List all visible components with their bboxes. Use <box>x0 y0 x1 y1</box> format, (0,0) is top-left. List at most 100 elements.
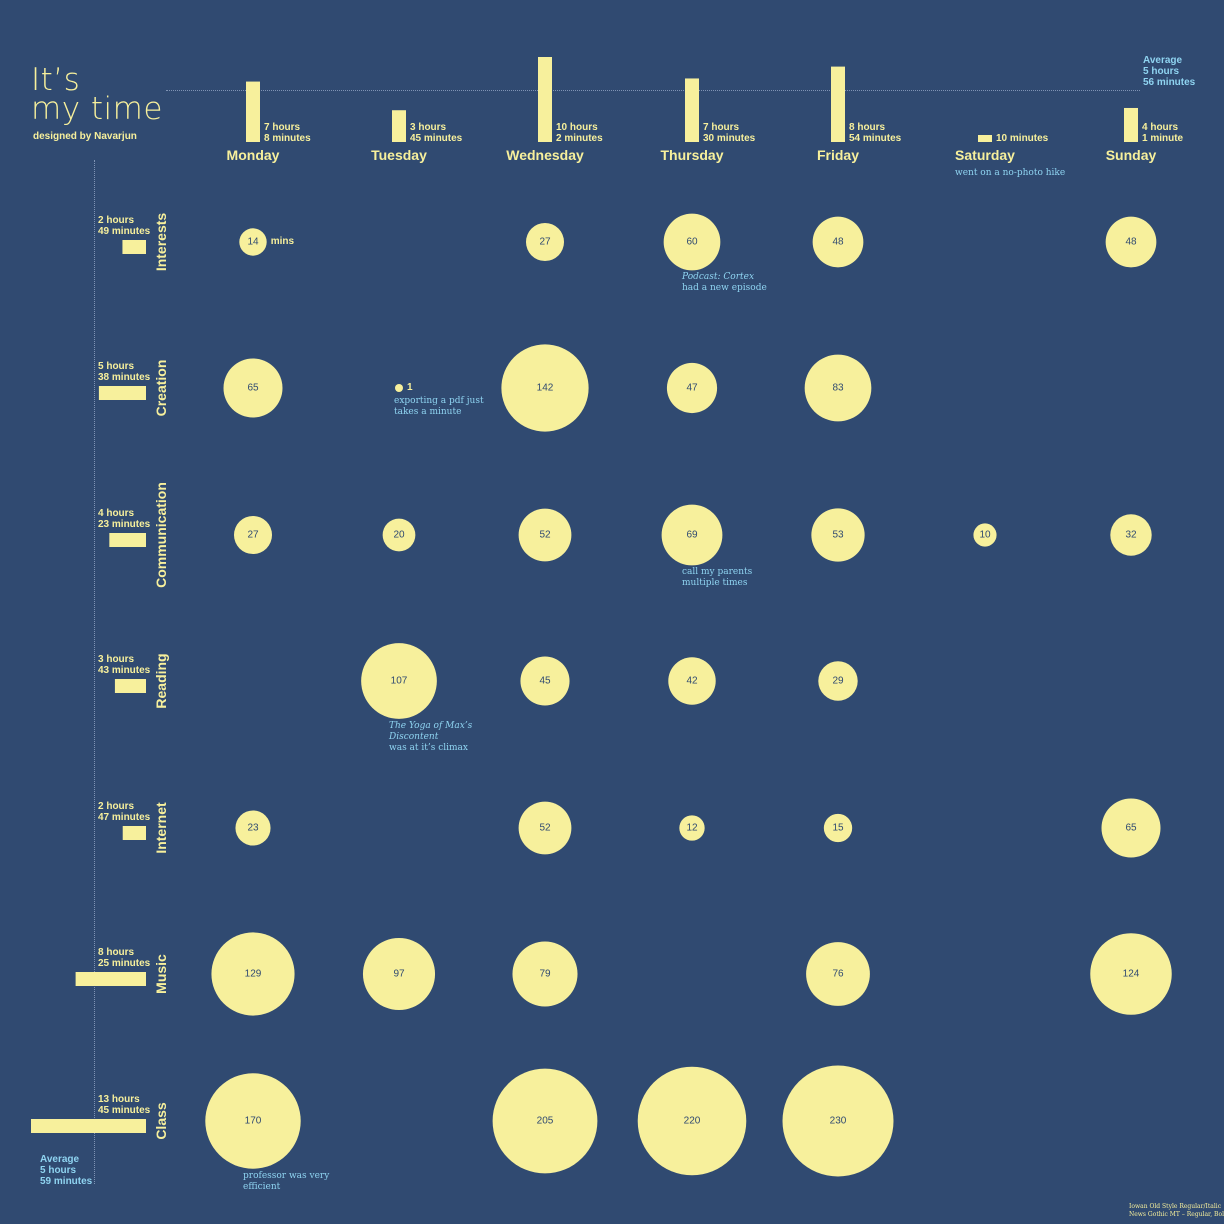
annotation-italic: Podcast: Cortex <box>682 272 755 283</box>
day-bar-thursday <box>685 78 699 142</box>
bubble-value: 76 <box>832 968 844 980</box>
day-total-hours: 4 hours <box>1142 122 1179 133</box>
category-total-minutes: 49 minutes <box>98 226 151 237</box>
bubble-value: 205 <box>536 1115 554 1127</box>
bubble-value: 32 <box>1125 529 1137 541</box>
bubble-value: 1 <box>407 382 413 393</box>
category-total-hours: 3 hours <box>98 654 135 665</box>
category-total-hours: 2 hours <box>98 801 135 812</box>
bubble-communication-tuesday <box>382 518 416 552</box>
category-label-communication: Communication <box>153 482 169 588</box>
category-total-minutes: 38 minutes <box>98 372 151 383</box>
bubble-value: 10 <box>979 529 991 541</box>
bubble-creation-wednesday <box>501 344 589 432</box>
font-credit-line-1: Iowan Old Style Regular/Italic <box>1129 1203 1222 1210</box>
bubble-creation-tuesday <box>395 384 403 392</box>
bubble-value: 129 <box>244 968 262 980</box>
bubble-value: 83 <box>832 382 844 394</box>
day-label-wednesday: Wednesday <box>506 147 584 163</box>
bubble-value: 230 <box>829 1115 847 1127</box>
day-total-hours: 10 hours <box>556 122 598 133</box>
bubble-value: 220 <box>683 1115 701 1127</box>
bubble-reading-thursday <box>668 657 716 705</box>
day-bar-sunday <box>1124 107 1138 142</box>
title-line-2: my time <box>31 91 163 127</box>
day-bar-saturday <box>978 135 992 142</box>
day-total-hours: 8 hours <box>849 122 886 133</box>
bubble-value: 12 <box>686 822 698 834</box>
annotation-text: was at it’s climax <box>389 742 469 753</box>
bubble-internet-friday <box>823 813 853 843</box>
bubble-music-friday <box>806 942 870 1006</box>
bubble-reading-wednesday <box>520 656 570 706</box>
day-label-sunday: Sunday <box>1105 147 1157 163</box>
bubble-value: 47 <box>686 382 698 394</box>
category-total-hours: 2 hours <box>98 215 135 226</box>
day-average-line <box>166 90 1140 91</box>
day-label-tuesday: Tuesday <box>371 147 427 163</box>
category-total-hours: 13 hours <box>98 1094 140 1105</box>
category-label-interests: Interests <box>153 212 169 272</box>
bubble-value: 42 <box>686 675 698 687</box>
category-bar-communication <box>109 533 146 547</box>
category-label-music: Music <box>153 954 169 994</box>
bubble-music-monday <box>211 932 295 1016</box>
bubble-music-sunday <box>1090 933 1172 1015</box>
bubble-internet-wednesday <box>518 801 572 855</box>
category-label-class: Class <box>153 1102 169 1140</box>
annotation-note: exporting a pdf just takes a minute <box>394 396 486 418</box>
day-total-hours: 3 hours <box>410 122 447 133</box>
category-total-minutes: 23 minutes <box>98 519 151 530</box>
category-total-minutes: 47 minutes <box>98 812 151 823</box>
bubble-value: 170 <box>244 1115 262 1127</box>
category-bar-internet <box>122 826 146 840</box>
category-bar-reading <box>114 679 146 693</box>
bubble-communication-monday <box>233 515 273 555</box>
day-total-minutes: 30 minutes <box>703 133 756 144</box>
bubble-internet-monday <box>235 810 271 846</box>
annotation-note: professor was very efficient <box>243 1171 335 1193</box>
bubble-music-tuesday <box>362 937 436 1011</box>
day-average-hours: 5 hours <box>1143 66 1180 77</box>
category-bar-creation <box>98 386 146 400</box>
bubble-value: 142 <box>536 382 554 394</box>
category-bar-interests <box>122 240 146 254</box>
day-label-saturday: Saturday <box>955 147 1015 163</box>
bubble-music-wednesday <box>512 941 578 1007</box>
bubble-value: 48 <box>1125 236 1137 248</box>
bubble-communication-sunday <box>1110 514 1152 556</box>
day-total-hours: 7 hours <box>264 122 301 133</box>
category-average-hours: 5 hours <box>40 1165 77 1176</box>
bubble-value: 14 <box>247 236 259 248</box>
category-label-creation: Creation <box>153 359 169 417</box>
bubble-class-wednesday <box>492 1068 598 1174</box>
annotation-text: went on a no-photo hike <box>955 168 1066 178</box>
annotation-note: call my parents multiple times <box>682 567 774 589</box>
bubble-interests-monday <box>239 228 267 256</box>
bubble-value: 124 <box>1122 968 1140 980</box>
day-total-minutes: 10 minutes <box>996 133 1049 144</box>
day-bar-wednesday <box>538 57 552 142</box>
bubble-value: 29 <box>832 675 844 687</box>
font-credit-line-2: News Gothic MT – Regular, Bold <box>1129 1211 1224 1218</box>
annotation-text: call my parents multiple times <box>682 567 753 589</box>
annotation-note: went on a no-photo hike <box>955 168 1065 179</box>
category-total-hours: 8 hours <box>98 947 135 958</box>
annotation-note: Podcast: Cortex had a new episode <box>682 272 812 294</box>
category-bar-music <box>75 972 146 986</box>
bubble-interests-wednesday <box>525 222 565 262</box>
bubble-value: 52 <box>539 822 551 834</box>
day-total-minutes: 54 minutes <box>849 133 902 144</box>
day-average-label: Average <box>1143 55 1183 66</box>
bubble-creation-monday <box>223 358 283 418</box>
bubble-creation-thursday <box>666 362 718 414</box>
bubble-value: 52 <box>539 529 551 541</box>
day-total-minutes: 1 minute <box>1142 133 1184 144</box>
bubble-unit-label: mins <box>270 236 295 247</box>
category-total-minutes: 25 minutes <box>98 958 151 969</box>
bubble-class-thursday <box>637 1066 747 1176</box>
day-bar-tuesday <box>392 110 406 142</box>
day-total-minutes: 8 minutes <box>264 133 311 144</box>
bubble-interests-sunday <box>1105 216 1157 268</box>
